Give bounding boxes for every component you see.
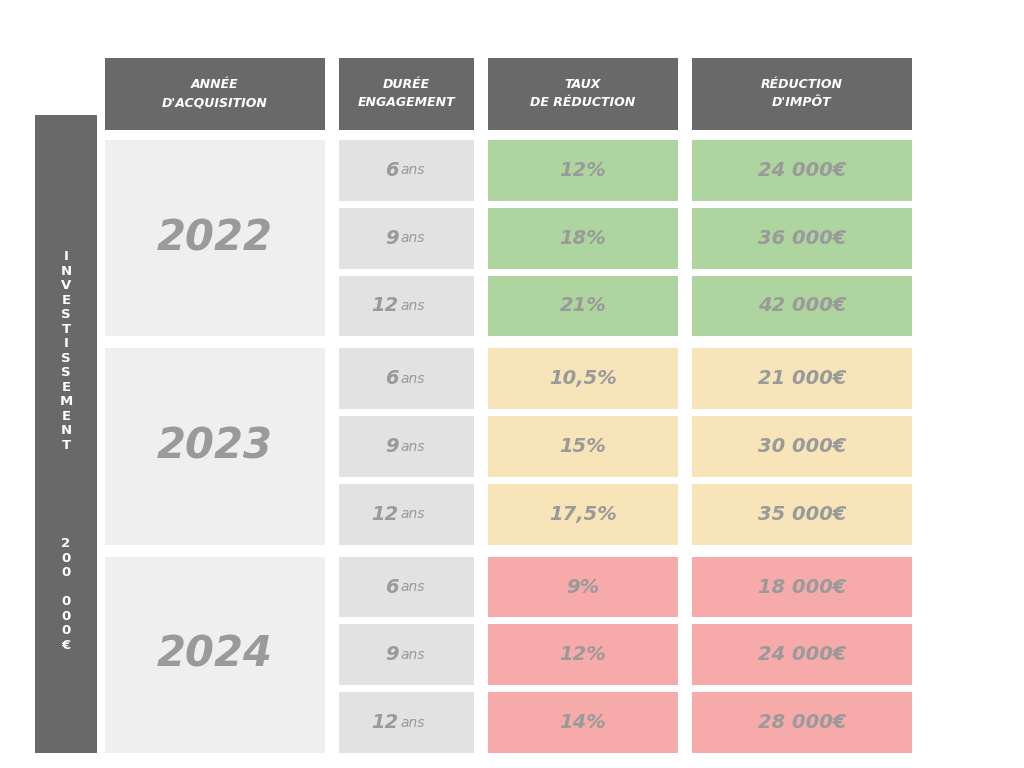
Bar <box>692 349 912 409</box>
Text: 12: 12 <box>372 505 398 524</box>
Text: 35 000€: 35 000€ <box>758 505 846 524</box>
Text: ans: ans <box>400 164 425 177</box>
Text: 12: 12 <box>372 713 398 732</box>
Text: 36 000€: 36 000€ <box>758 229 846 247</box>
Text: 9: 9 <box>385 229 398 247</box>
Text: ans: ans <box>400 299 425 313</box>
Text: 17,5%: 17,5% <box>549 505 616 524</box>
Text: 9: 9 <box>385 645 398 664</box>
Bar <box>488 276 678 336</box>
Bar <box>692 557 912 617</box>
Bar <box>35 115 97 753</box>
Bar <box>339 208 474 269</box>
Bar <box>692 416 912 477</box>
Bar <box>692 276 912 336</box>
Text: ans: ans <box>400 372 425 386</box>
Bar <box>488 349 678 409</box>
Text: 12%: 12% <box>560 161 606 180</box>
Text: 15%: 15% <box>560 437 606 456</box>
Text: 24 000€: 24 000€ <box>758 645 846 664</box>
Text: ans: ans <box>400 580 425 594</box>
Bar <box>692 692 912 753</box>
Text: 12%: 12% <box>560 645 606 664</box>
Text: 2024: 2024 <box>157 634 273 676</box>
Text: 12: 12 <box>372 296 398 316</box>
Text: DURÉE
ENGAGEMENT: DURÉE ENGAGEMENT <box>357 78 456 110</box>
Text: TAUX
DE RÉDUCTION: TAUX DE RÉDUCTION <box>530 78 636 110</box>
Text: 6: 6 <box>385 578 398 597</box>
Text: RÉDUCTION
D'IMPÔT: RÉDUCTION D'IMPÔT <box>761 78 843 110</box>
Text: 2
0
0
 
0
0
0
€: 2 0 0 0 0 0 € <box>61 537 71 651</box>
Text: 9%: 9% <box>566 578 600 597</box>
Text: 21 000€: 21 000€ <box>758 369 846 388</box>
Text: 6: 6 <box>385 369 398 388</box>
Text: 42 000€: 42 000€ <box>758 296 846 316</box>
Bar <box>488 624 678 685</box>
Text: 6: 6 <box>385 161 398 180</box>
Bar <box>105 349 325 545</box>
Bar <box>105 140 325 336</box>
Text: ans: ans <box>400 231 425 245</box>
Bar <box>488 416 678 477</box>
Bar <box>339 557 474 617</box>
Bar <box>488 557 678 617</box>
Text: 2022: 2022 <box>157 217 273 259</box>
Bar <box>692 208 912 269</box>
Text: ANNÉE
D'ACQUISITION: ANNÉE D'ACQUISITION <box>162 78 268 110</box>
Bar <box>488 208 678 269</box>
Bar <box>692 484 912 545</box>
Bar <box>339 416 474 477</box>
Text: I
N
V
E
S
T
I
S
S
E
M
E
N
T: I N V E S T I S S E M E N T <box>59 250 73 452</box>
Text: ans: ans <box>400 648 425 662</box>
Bar <box>339 484 474 545</box>
Text: 18 000€: 18 000€ <box>758 578 846 597</box>
Text: 28 000€: 28 000€ <box>758 713 846 732</box>
Bar <box>692 624 912 685</box>
Bar <box>339 58 474 130</box>
Bar <box>339 276 474 336</box>
Text: 30 000€: 30 000€ <box>758 437 846 456</box>
Bar <box>488 58 678 130</box>
Bar <box>692 140 912 200</box>
Bar <box>339 624 474 685</box>
Bar <box>339 140 474 200</box>
Text: 24 000€: 24 000€ <box>758 161 846 180</box>
Bar <box>692 58 912 130</box>
Text: 2023: 2023 <box>157 425 273 468</box>
Bar <box>105 58 325 130</box>
Text: ans: ans <box>400 716 425 730</box>
Text: 18%: 18% <box>560 229 606 247</box>
Text: 9: 9 <box>385 437 398 456</box>
Text: 14%: 14% <box>560 713 606 732</box>
Text: ans: ans <box>400 508 425 521</box>
Text: 10,5%: 10,5% <box>549 369 616 388</box>
Bar <box>488 692 678 753</box>
Bar <box>488 484 678 545</box>
Text: ans: ans <box>400 439 425 453</box>
Text: 21%: 21% <box>560 296 606 316</box>
Bar <box>105 557 325 753</box>
Bar <box>339 692 474 753</box>
Bar <box>339 349 474 409</box>
Bar <box>488 140 678 200</box>
